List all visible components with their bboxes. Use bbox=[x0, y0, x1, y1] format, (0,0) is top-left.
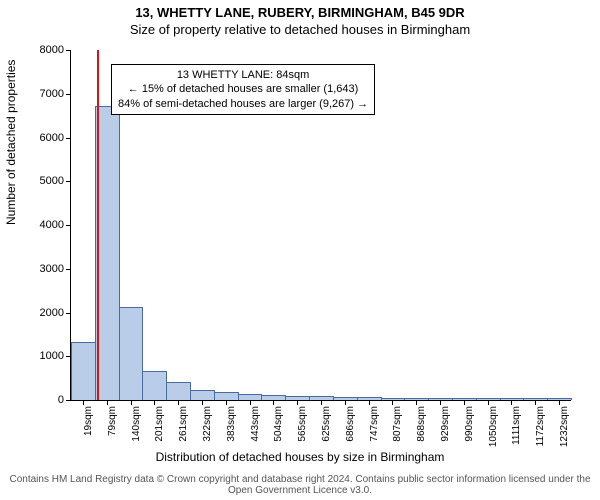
y-tick-label: 7000 bbox=[24, 88, 64, 100]
x-tick-label: 868sqm bbox=[416, 406, 427, 454]
x-tick-label: 686sqm bbox=[345, 406, 356, 454]
x-tick-label: 1111sqm bbox=[511, 406, 522, 454]
histogram-bar bbox=[142, 371, 167, 400]
histogram-chart: 13, WHETTY LANE, RUBERY, BIRMINGHAM, B45… bbox=[0, 0, 600, 500]
x-axis-label: Distribution of detached houses by size … bbox=[0, 450, 600, 464]
chart-footnote: Contains HM Land Registry data © Crown c… bbox=[0, 474, 600, 496]
y-tick-label: 0 bbox=[24, 394, 64, 406]
callout-line2: ← 15% of detached houses are smaller (1,… bbox=[128, 83, 359, 95]
histogram-bar bbox=[71, 342, 96, 400]
y-axis-label: Number of detached properties bbox=[4, 60, 18, 225]
x-tick-label: 1050sqm bbox=[488, 406, 499, 454]
x-tick-label: 625sqm bbox=[321, 406, 332, 454]
x-tick-label: 929sqm bbox=[440, 406, 451, 454]
x-tick-label: 19sqm bbox=[83, 406, 94, 454]
y-tick-label: 3000 bbox=[24, 263, 64, 275]
y-tick-label: 6000 bbox=[24, 132, 64, 144]
x-tick-label: 322sqm bbox=[202, 406, 213, 454]
y-tick-label: 4000 bbox=[24, 219, 64, 231]
x-tick-label: 990sqm bbox=[464, 406, 475, 454]
y-tick-label: 8000 bbox=[24, 44, 64, 56]
property-callout: 13 WHETTY LANE: 84sqm ← 15% of detached h… bbox=[111, 64, 375, 115]
x-tick-label: 1172sqm bbox=[535, 406, 546, 454]
histogram-bar bbox=[190, 390, 215, 400]
histogram-bar bbox=[166, 382, 191, 401]
chart-title: 13, WHETTY LANE, RUBERY, BIRMINGHAM, B45… bbox=[0, 5, 600, 20]
x-tick-label: 79sqm bbox=[107, 406, 118, 454]
histogram-bar bbox=[214, 392, 239, 400]
x-tick-label: 747sqm bbox=[369, 406, 380, 454]
y-tick-label: 2000 bbox=[24, 307, 64, 319]
y-tick-label: 1000 bbox=[24, 350, 64, 362]
x-tick-label: 565sqm bbox=[297, 406, 308, 454]
chart-subtitle: Size of property relative to detached ho… bbox=[0, 22, 600, 37]
property-marker-line bbox=[97, 50, 99, 400]
callout-line3: 84% of semi-detached houses are larger (… bbox=[118, 98, 368, 110]
histogram-bar bbox=[119, 307, 144, 400]
x-tick-label: 1232sqm bbox=[559, 406, 570, 454]
x-tick-label: 140sqm bbox=[131, 406, 142, 454]
x-tick-label: 383sqm bbox=[226, 406, 237, 454]
y-tick-label: 5000 bbox=[24, 175, 64, 187]
x-tick-label: 807sqm bbox=[392, 406, 403, 454]
x-tick-label: 504sqm bbox=[273, 406, 284, 454]
x-tick-label: 201sqm bbox=[154, 406, 165, 454]
callout-line1: 13 WHETTY LANE: 84sqm bbox=[177, 69, 309, 81]
plot-area: 19sqm79sqm140sqm201sqm261sqm322sqm383sqm… bbox=[70, 50, 571, 401]
x-tick-label: 443sqm bbox=[250, 406, 261, 454]
x-tick-label: 261sqm bbox=[178, 406, 189, 454]
